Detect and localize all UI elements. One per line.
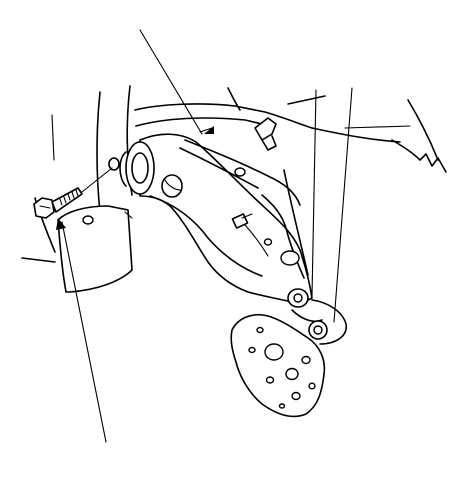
ball-joint	[287, 288, 347, 345]
rear-bushing	[161, 174, 183, 198]
bracket-plate	[57, 205, 133, 293]
callout-line-balljoint-b	[333, 87, 353, 323]
leader-lines	[56, 29, 353, 443]
front-bushing	[119, 141, 155, 195]
callout-line-clip	[139, 29, 203, 135]
subframe-upper	[134, 87, 447, 173]
callout-line-balljoint-a	[311, 89, 317, 297]
callout-arrow-bolt	[56, 218, 66, 230]
arm-holes	[234, 167, 300, 266]
bolt-washer	[108, 157, 120, 171]
mounting-bolt	[33, 187, 83, 219]
retaining-clip	[199, 117, 277, 151]
callout-line-bolt	[61, 221, 107, 443]
steering-knuckle	[230, 314, 326, 418]
washer-alignment-line	[81, 167, 113, 193]
harness-clip	[231, 213, 253, 229]
lower-control-arm	[139, 133, 313, 305]
